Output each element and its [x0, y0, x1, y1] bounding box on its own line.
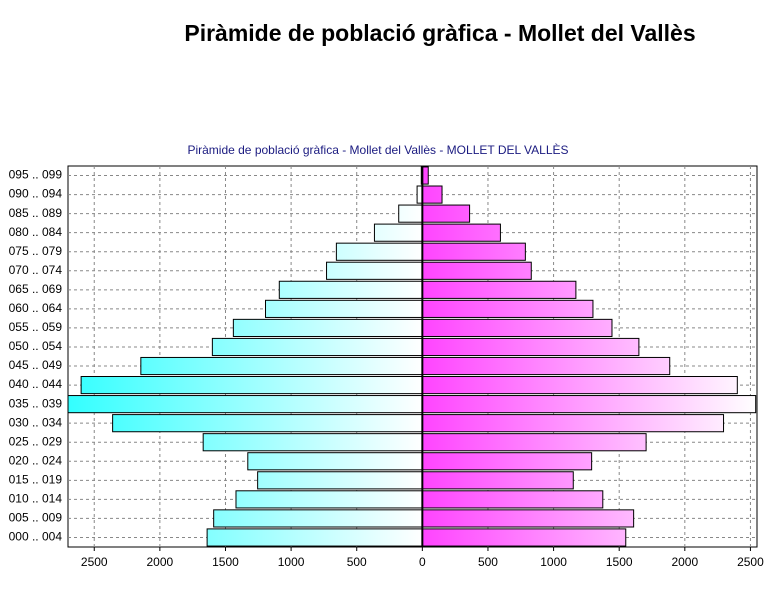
bar — [421, 356, 671, 376]
bar — [206, 528, 423, 547]
bar — [112, 414, 423, 433]
y-tick-label: 030 .. 034 — [9, 415, 63, 429]
y-tick-label: 020 .. 024 — [9, 453, 63, 467]
bar — [421, 509, 635, 528]
bar — [421, 299, 594, 318]
bar — [373, 223, 423, 242]
y-tick-label: 075 .. 079 — [9, 244, 63, 258]
bar — [257, 471, 423, 490]
bar — [421, 337, 640, 357]
y-tick-label: 090 .. 094 — [9, 187, 63, 201]
x-tick-label: 2000 — [671, 555, 698, 569]
bar — [326, 261, 423, 280]
bar — [213, 509, 423, 528]
y-tick-label: 045 .. 049 — [9, 358, 63, 372]
bar — [421, 280, 577, 299]
bar — [421, 452, 593, 471]
x-tick-label: 500 — [478, 555, 498, 569]
bar — [421, 261, 532, 280]
bar — [421, 395, 757, 414]
bar — [202, 433, 423, 452]
bar — [232, 318, 423, 337]
y-tick-label: 025 .. 029 — [9, 434, 63, 448]
page-title: Piràmide de població gràfica - Mollet de… — [184, 20, 695, 46]
y-tick-label: 035 .. 039 — [9, 396, 63, 410]
x-tick-label: 2500 — [737, 555, 764, 569]
bar — [67, 395, 423, 414]
y-tick-label: 010 .. 014 — [9, 492, 63, 506]
y-tick-label: 070 .. 074 — [9, 263, 63, 277]
bar — [421, 223, 501, 242]
bar — [421, 242, 526, 261]
bar — [421, 185, 443, 204]
x-tick-label: 0 — [419, 555, 426, 569]
y-tick-label: 080 .. 084 — [9, 225, 63, 239]
bar — [421, 433, 647, 452]
x-tick-label: 2500 — [81, 555, 108, 569]
bar — [247, 452, 423, 471]
bar — [398, 204, 423, 223]
bar — [421, 376, 738, 395]
y-tick-label: 055 .. 059 — [9, 320, 63, 334]
bar — [211, 337, 423, 357]
x-tick-label: 2000 — [147, 555, 174, 569]
plot-area — [67, 165, 758, 548]
x-tick-label: 1500 — [212, 555, 239, 569]
bar — [235, 490, 423, 509]
bar — [335, 242, 423, 261]
y-tick-label: 065 .. 069 — [9, 282, 63, 296]
y-tick-label: 005 .. 009 — [9, 511, 63, 525]
x-tick-label: 1500 — [606, 555, 633, 569]
y-tick-label: 095 .. 099 — [9, 168, 63, 182]
bar — [278, 280, 423, 299]
y-tick-label: 015 .. 019 — [9, 472, 63, 486]
bar — [421, 490, 604, 509]
bar — [80, 376, 423, 395]
bar — [265, 299, 423, 318]
y-tick-label: 000 .. 004 — [9, 530, 63, 544]
bar — [421, 528, 627, 547]
bar — [421, 471, 574, 490]
y-tick-label: 040 .. 044 — [9, 377, 63, 391]
chart-title: Piràmide de població gràfica - Mollet de… — [187, 142, 568, 157]
y-tick-label: 060 .. 064 — [9, 301, 63, 315]
y-tick-label: 085 .. 089 — [9, 206, 63, 220]
bar — [421, 414, 725, 433]
y-tick-label: 050 .. 054 — [9, 339, 63, 353]
x-tick-label: 1000 — [278, 555, 305, 569]
x-tick-label: 500 — [347, 555, 367, 569]
bar — [421, 318, 613, 337]
bar — [421, 204, 471, 223]
bar — [140, 356, 423, 376]
x-tick-label: 1000 — [540, 555, 567, 569]
